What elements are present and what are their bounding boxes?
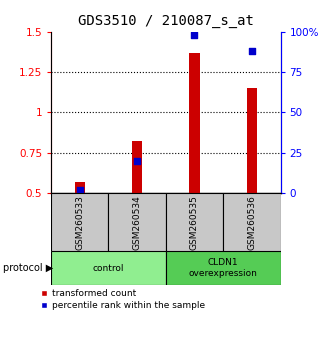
Legend: transformed count, percentile rank within the sample: transformed count, percentile rank withi…: [39, 290, 205, 310]
Bar: [132, 141, 142, 193]
Bar: [51, 251, 166, 285]
Bar: [166, 251, 280, 285]
Text: GSM260533: GSM260533: [75, 195, 84, 250]
Bar: [189, 53, 200, 193]
Bar: [109, 193, 166, 251]
Bar: [51, 193, 109, 251]
Point: [135, 158, 140, 164]
Bar: [166, 193, 223, 251]
Bar: [247, 88, 257, 193]
Text: CLDN1
overexpression: CLDN1 overexpression: [189, 258, 258, 278]
Text: control: control: [93, 264, 124, 273]
Point: [77, 187, 82, 193]
Text: GSM260534: GSM260534: [133, 195, 142, 250]
Title: GDS3510 / 210087_s_at: GDS3510 / 210087_s_at: [78, 14, 254, 28]
Bar: [223, 193, 280, 251]
Text: GSM260536: GSM260536: [247, 195, 256, 250]
Text: protocol ▶: protocol ▶: [3, 263, 53, 273]
Point: [249, 48, 254, 54]
Point: [192, 32, 197, 38]
Bar: [75, 182, 85, 193]
Text: GSM260535: GSM260535: [190, 195, 199, 250]
